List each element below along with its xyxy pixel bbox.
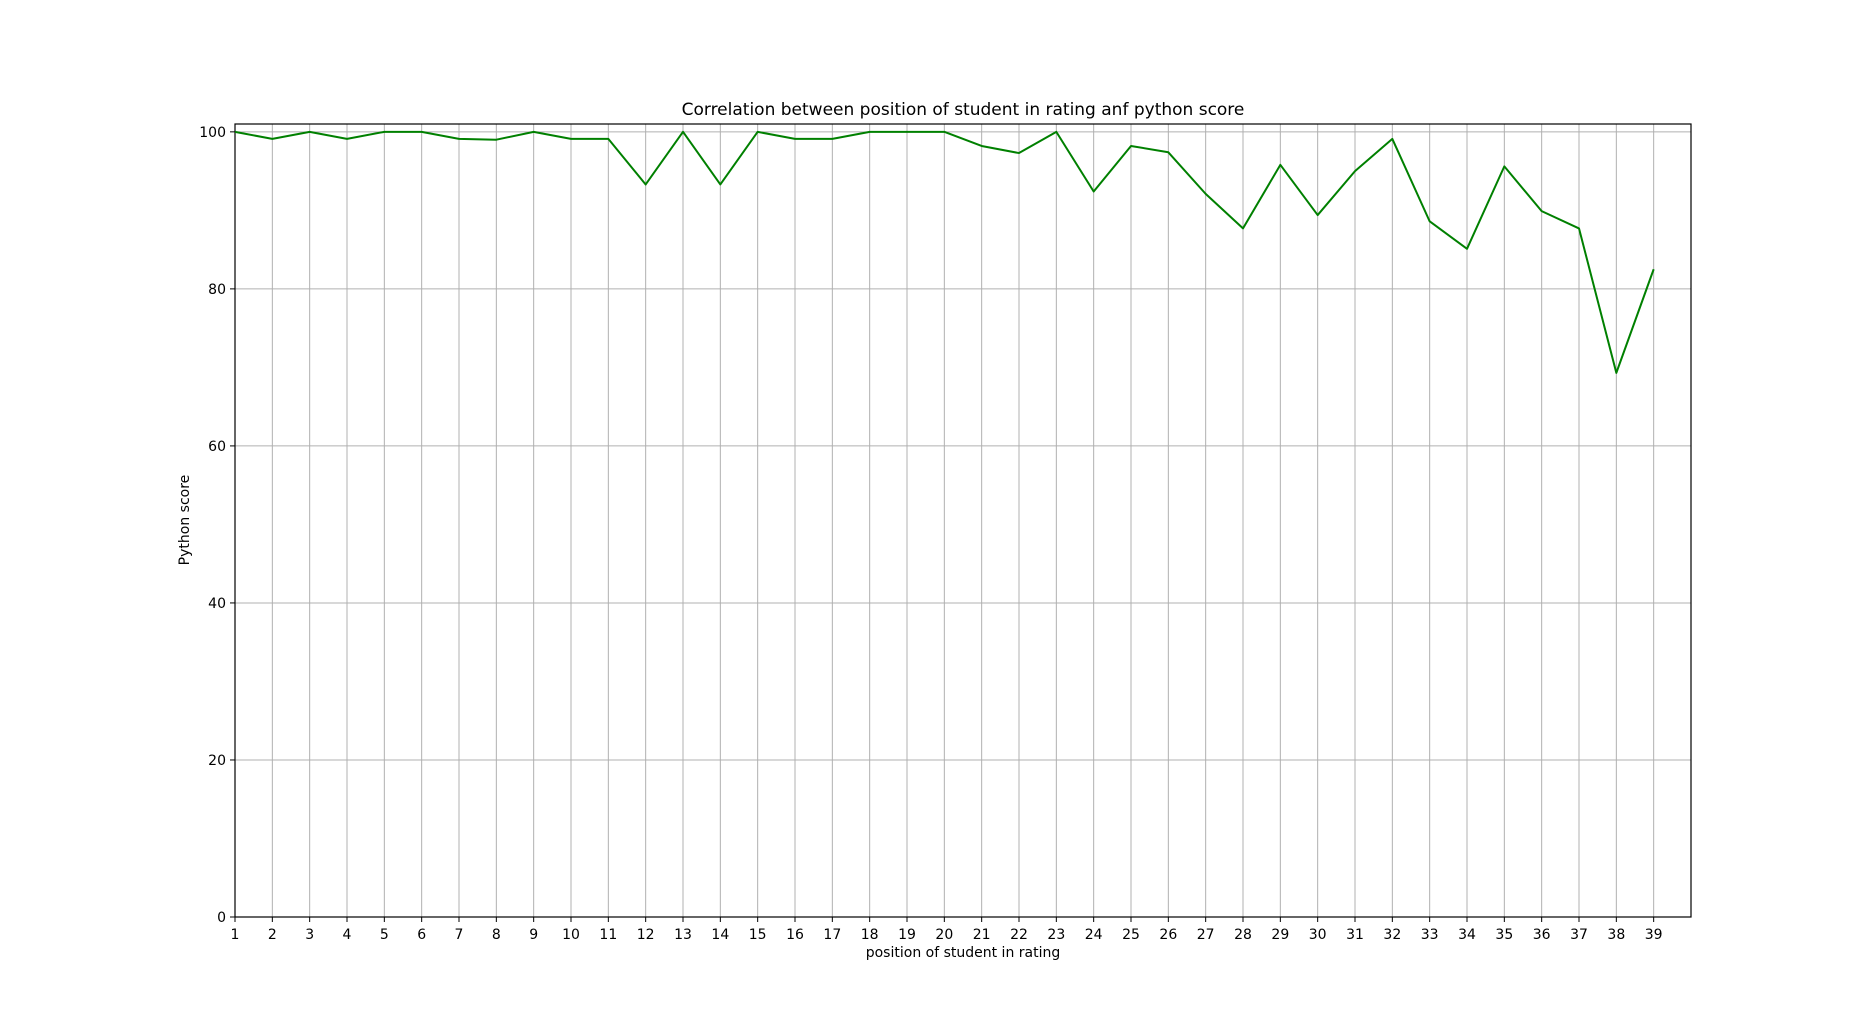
x-tick-label: 3: [305, 927, 314, 943]
x-tick-label: 38: [1607, 927, 1625, 943]
x-tick-label: 31: [1346, 927, 1364, 943]
series-lines: [234, 130, 1655, 374]
x-tick-label: 16: [786, 927, 804, 943]
x-tick-label: 33: [1421, 927, 1439, 943]
x-tick-label: 37: [1570, 927, 1588, 943]
x-tick-label: 2: [268, 927, 277, 943]
x-tick-label: 8: [492, 927, 501, 943]
x-tick-label: 12: [637, 927, 655, 943]
x-tick-label: 39: [1645, 927, 1663, 943]
x-tick-label: 14: [711, 927, 729, 943]
x-tick-label: 13: [674, 927, 692, 943]
x-tick-label: 9: [529, 927, 538, 943]
x-tick-label: 27: [1197, 927, 1215, 943]
x-tick-label: 1: [231, 927, 240, 943]
x-tick-label: 23: [1047, 927, 1065, 943]
x-tick-label: 17: [823, 927, 841, 943]
x-tick-label: 20: [935, 927, 953, 943]
x-tick-label: 34: [1458, 927, 1476, 943]
y-tick-label: 80: [208, 282, 226, 298]
x-tick-label: 26: [1159, 927, 1177, 943]
x-tick-label: 7: [455, 927, 464, 943]
y-tick-label: 0: [217, 910, 226, 926]
x-tick-label: 19: [898, 927, 916, 943]
x-tick-label: 24: [1085, 927, 1103, 943]
y-axis-label: Python score: [177, 475, 193, 566]
x-axis-label: position of student in rating: [866, 945, 1061, 961]
x-tick-label: 28: [1234, 927, 1252, 943]
x-tick-label: 35: [1495, 927, 1513, 943]
x-tick-label: 6: [417, 927, 426, 943]
axis-ticks: 1 2 3 4 5 6 7 8 9 10 11 12 13 14 15 16 17 18 19 20 21 22 23 24 2…: [199, 125, 1662, 943]
x-tick-label: 5: [380, 927, 389, 943]
y-tick-label: 100: [199, 125, 226, 141]
x-tick-label: 10: [562, 927, 580, 943]
y-tick-label: 60: [208, 439, 226, 455]
x-tick-label: 4: [343, 927, 352, 943]
x-tick-label: 25: [1122, 927, 1140, 943]
y-tick-label: 40: [208, 596, 226, 612]
x-tick-label: 30: [1309, 927, 1327, 943]
x-tick-label: 21: [973, 927, 991, 943]
x-tick-label: 11: [599, 927, 617, 943]
x-tick-label: 36: [1533, 927, 1551, 943]
y-tick-label: 20: [208, 753, 226, 769]
x-tick-label: 18: [861, 927, 879, 943]
x-tick-label: 22: [1010, 927, 1028, 943]
x-tick-label: 15: [749, 927, 767, 943]
x-tick-label: 32: [1383, 927, 1401, 943]
plot-area-frame: [234, 123, 1692, 918]
x-tick-label: 29: [1271, 927, 1289, 943]
grid: [234, 124, 1691, 918]
chart-title: Correlation between position of student …: [682, 100, 1245, 120]
